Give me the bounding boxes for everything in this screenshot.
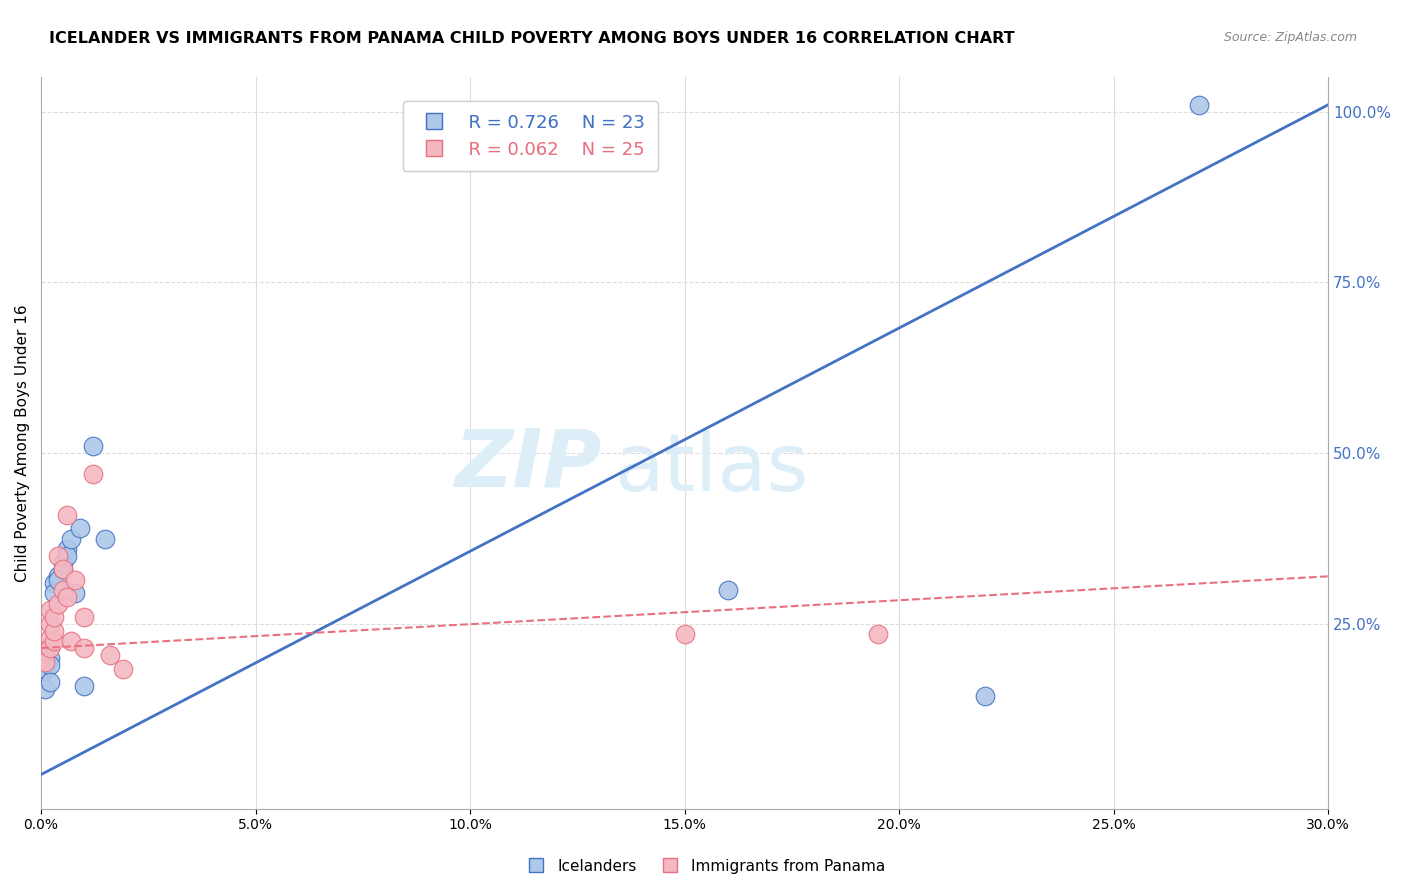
Point xyxy=(51,562,73,576)
Point xyxy=(1188,97,1211,112)
Point xyxy=(34,682,56,697)
Point xyxy=(111,662,134,676)
Point xyxy=(30,668,52,682)
Point xyxy=(65,573,87,587)
Point xyxy=(38,617,60,632)
Point xyxy=(42,610,65,624)
Point xyxy=(46,573,69,587)
Point xyxy=(38,631,60,645)
Point xyxy=(73,679,96,693)
Point xyxy=(38,658,60,673)
Legend: Icelanders, Immigrants from Panama: Icelanders, Immigrants from Panama xyxy=(515,853,891,880)
Point xyxy=(60,634,83,648)
Text: ICELANDER VS IMMIGRANTS FROM PANAMA CHILD POVERTY AMONG BOYS UNDER 16 CORRELATIO: ICELANDER VS IMMIGRANTS FROM PANAMA CHIL… xyxy=(49,31,1015,46)
Point xyxy=(56,508,79,522)
Point xyxy=(38,641,60,656)
Point xyxy=(69,521,91,535)
Text: atlas: atlas xyxy=(614,430,808,508)
Point xyxy=(38,651,60,665)
Point xyxy=(974,689,997,703)
Text: Source: ZipAtlas.com: Source: ZipAtlas.com xyxy=(1223,31,1357,45)
Point xyxy=(46,597,69,611)
Point xyxy=(716,582,738,597)
Point xyxy=(73,641,96,656)
Point xyxy=(46,549,69,563)
Point xyxy=(42,634,65,648)
Point xyxy=(34,662,56,676)
Point xyxy=(51,556,73,570)
Point xyxy=(673,627,696,641)
Point xyxy=(65,586,87,600)
Point xyxy=(38,675,60,690)
Point xyxy=(94,532,117,546)
Point xyxy=(56,590,79,604)
Point xyxy=(51,562,73,576)
Point xyxy=(51,582,73,597)
Point xyxy=(56,541,79,556)
Point xyxy=(42,624,65,638)
Point xyxy=(34,644,56,658)
Y-axis label: Child Poverty Among Boys Under 16: Child Poverty Among Boys Under 16 xyxy=(15,304,30,582)
Point xyxy=(82,467,104,481)
Point xyxy=(46,569,69,583)
Text: ZIP: ZIP xyxy=(454,426,600,504)
Legend:   R = 0.726    N = 23,   R = 0.062    N = 25: R = 0.726 N = 23, R = 0.062 N = 25 xyxy=(404,101,658,171)
Point xyxy=(30,651,52,665)
Point xyxy=(42,586,65,600)
Point xyxy=(34,655,56,669)
Point xyxy=(56,549,79,563)
Point xyxy=(42,576,65,591)
Point xyxy=(38,603,60,617)
Point xyxy=(73,610,96,624)
Point xyxy=(82,440,104,454)
Point xyxy=(60,532,83,546)
Point xyxy=(866,627,889,641)
Point xyxy=(98,648,121,662)
